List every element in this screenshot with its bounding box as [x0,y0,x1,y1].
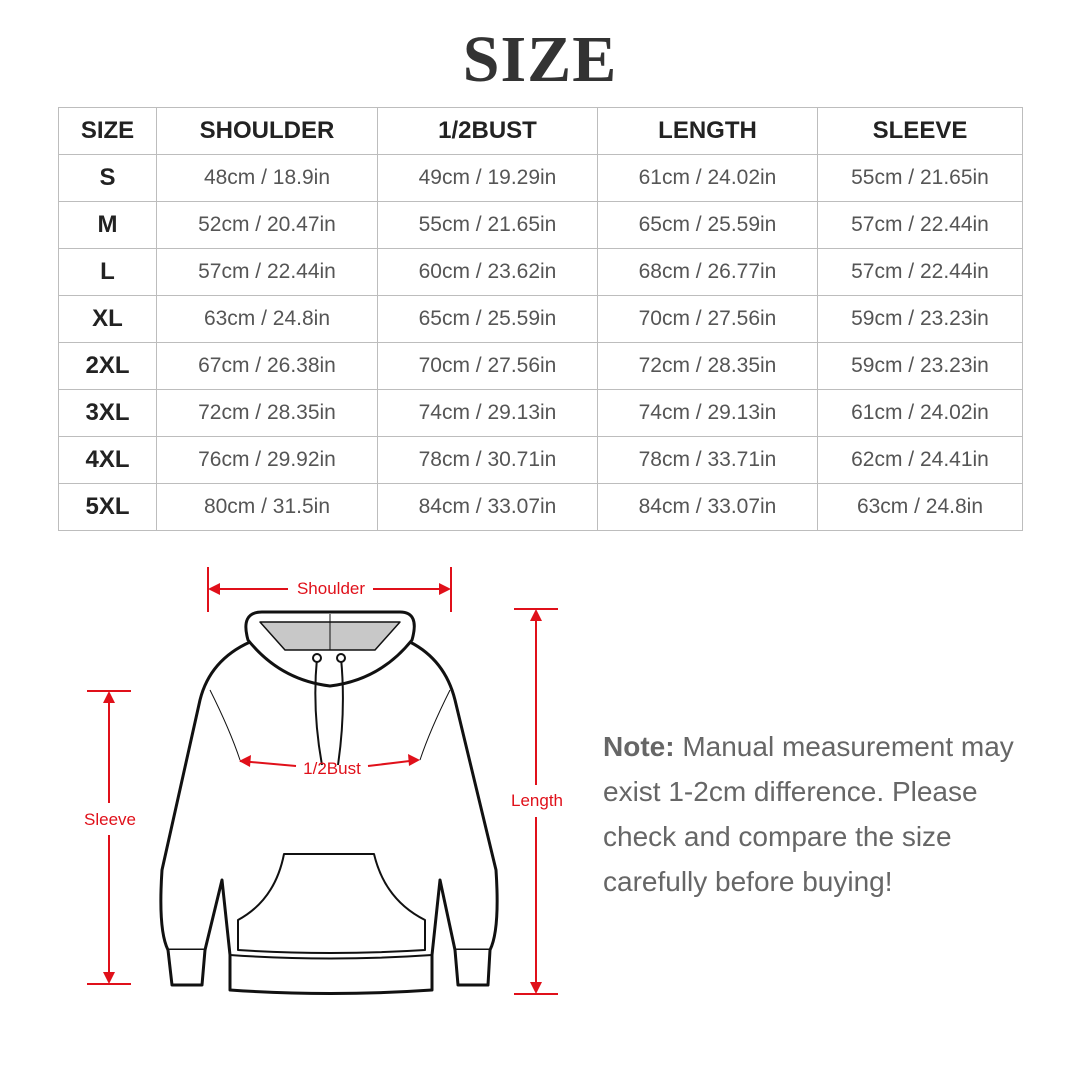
column-header: SIZE [58,107,157,155]
measurement-cell: 59cm / 23.23in [817,342,1023,390]
measurement-cell: 84cm / 33.07in [377,483,598,531]
measurement-cell: 74cm / 29.13in [597,389,818,437]
measurement-cell: 68cm / 26.77in [597,248,818,296]
measurement-note: Note: Manual measurement may exist 1-2cm… [603,724,1043,904]
page-title: SIZE [462,23,618,96]
column-header: SLEEVE [817,107,1023,155]
measurement-cell: 61cm / 24.02in [597,154,818,202]
measurement-cell: 84cm / 33.07in [597,483,818,531]
note-text: Manual measurement may exist 1-2cm diffe… [603,731,1014,897]
measurement-cell: 55cm / 21.65in [377,201,598,249]
table-row: L 57cm / 22.44in 60cm / 23.62in 68cm / 26.7… [58,248,1023,296]
measurement-cell: 57cm / 22.44in [156,248,378,296]
shoulder-label: Shoulder [297,579,365,598]
table-row: 3XL 72cm / 28.35in 74cm / 29.13in 74cm / 29… [58,389,1023,437]
measurement-cell: 80cm / 31.5in [156,483,378,531]
column-header: LENGTH [597,107,818,155]
table-row: 5XL 80cm / 31.5in 84cm / 33.07in 84cm / 33.… [58,483,1023,531]
measurement-cell: 61cm / 24.02in [817,389,1023,437]
measurement-cell: 72cm / 28.35in [597,342,818,390]
measurement-cell: 70cm / 27.56in [377,342,598,390]
length-label: Length [511,791,563,810]
bust-label: 1/2Bust [303,759,361,778]
measurement-cell: 48cm / 18.9in [156,154,378,202]
measurement-cell: 78cm / 33.71in [597,436,818,484]
table-header-row: SIZE SHOULDER 1/2BUST LENGTH SLEEVE [58,107,1023,155]
measurement-cell: 70cm / 27.56in [597,295,818,343]
measurement-cell: 65cm / 25.59in [597,201,818,249]
measurement-cell: 72cm / 28.35in [156,389,378,437]
measurement-cell: 59cm / 23.23in [817,295,1023,343]
hoodie-illustration [159,610,499,995]
measurement-cell: 74cm / 29.13in [377,389,598,437]
measurement-cell: 57cm / 22.44in [817,201,1023,249]
table-row: S 48cm / 18.9in 49cm / 19.29in 61cm / 24.02… [58,154,1023,202]
measurement-cell: 55cm / 21.65in [817,154,1023,202]
size-cell: 3XL [58,389,157,437]
measurement-cell: 63cm / 24.8in [817,483,1023,531]
note-label: Note: [603,731,675,762]
measurement-cell: 52cm / 20.47in [156,201,378,249]
table-row: 4XL 76cm / 29.92in 78cm / 30.71in 78cm / 33… [58,436,1023,484]
measurement-cell: 60cm / 23.62in [377,248,598,296]
size-table: SIZE SHOULDER 1/2BUST LENGTH SLEEVE S 48cm / … [58,107,1023,531]
measurement-cell: 49cm / 19.29in [377,154,598,202]
table-row: 2XL 67cm / 26.38in 70cm / 27.56in 72cm / 28… [58,342,1023,390]
table-row: M 52cm / 20.47in 55cm / 21.65in 65cm / 25.5… [58,201,1023,249]
size-cell: 5XL [58,483,157,531]
measurement-lines [87,567,558,995]
column-header: 1/2BUST [377,107,598,155]
sleeve-label: Sleeve [84,810,136,829]
measurement-cell: 78cm / 30.71in [377,436,598,484]
size-cell: S [58,154,157,202]
measurement-cell: 57cm / 22.44in [817,248,1023,296]
size-cell: XL [58,295,157,343]
measurement-cell: 76cm / 29.92in [156,436,378,484]
